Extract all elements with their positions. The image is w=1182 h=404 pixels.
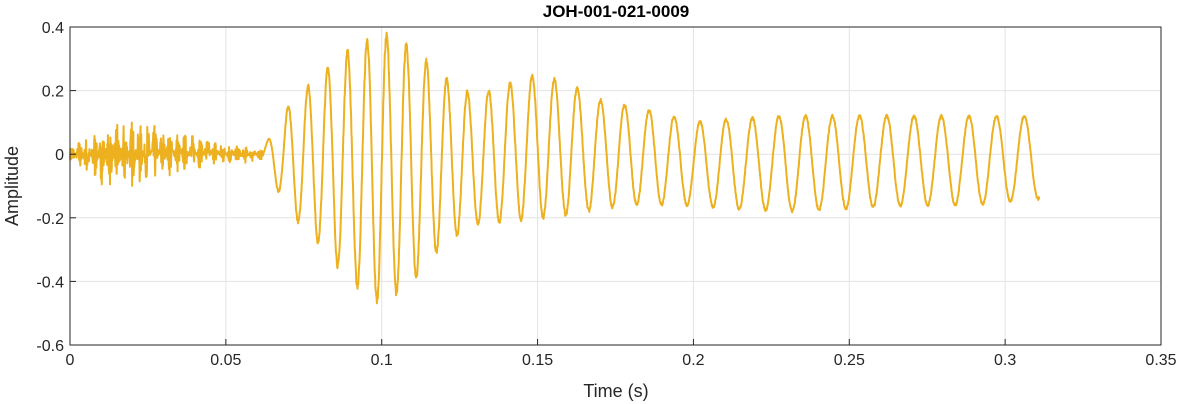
x-tick-label: 0.15 — [522, 352, 553, 369]
x-tick-label: 0.25 — [834, 352, 865, 369]
y-tick-label: -0.6 — [36, 338, 64, 355]
x-tick-label: 0.1 — [371, 352, 393, 369]
x-axis: 0 0.05 0.1 0.15 0.2 0.25 0.3 0.35 — [66, 339, 1177, 369]
y-tick-label: 0 — [55, 147, 64, 164]
waveform-series — [69, 31, 1041, 305]
x-tick-label: 0.3 — [994, 352, 1016, 369]
y-axis: -0.6 -0.4 -0.2 0 0.2 0.4 — [36, 20, 76, 355]
y-tick-label: 0.2 — [42, 84, 64, 101]
x-axis-label: Time (s) — [583, 381, 648, 401]
y-axis-label: Amplitude — [2, 146, 22, 226]
y-tick-label: 0.4 — [42, 20, 64, 37]
plot-frame — [69, 26, 1162, 346]
x-tick-label: 0.05 — [210, 352, 241, 369]
y-tick-label: -0.4 — [36, 274, 64, 291]
chart-title: JOH-001-021-0009 — [543, 2, 689, 21]
plot-area — [69, 26, 1162, 346]
y-tick-label: -0.2 — [36, 211, 64, 228]
x-tick-label: 0.2 — [682, 352, 704, 369]
x-tick-label: 0.35 — [1145, 352, 1176, 369]
x-tick-label: 0 — [66, 352, 75, 369]
